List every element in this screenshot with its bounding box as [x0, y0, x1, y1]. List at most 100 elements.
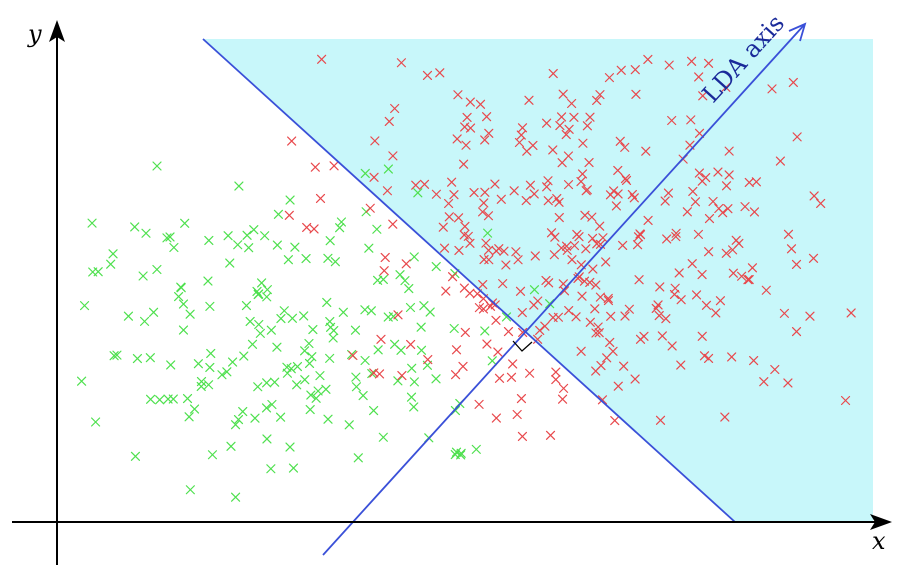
- red-point-x-mark-icon: [564, 124, 574, 134]
- red-point-x-mark-icon: [669, 289, 680, 300]
- red-point-x-mark-icon: [704, 247, 714, 257]
- green-point-x-mark-icon: [239, 351, 249, 361]
- green-point-x-mark-icon: [273, 209, 284, 219]
- green-point-x-mark-icon: [205, 301, 215, 311]
- green-point-x-mark-icon: [483, 228, 493, 238]
- red-point-x-mark-icon: [788, 77, 798, 88]
- red-point-x-mark-icon: [605, 337, 615, 348]
- green-point-x-mark-icon: [300, 375, 310, 385]
- green-point-x-mark-icon: [108, 249, 118, 259]
- red-point-x-mark-icon: [310, 162, 320, 172]
- green-point-x-mark-icon: [254, 319, 264, 330]
- red-point-x-mark-icon: [561, 241, 572, 251]
- red-point-x-mark-icon: [451, 345, 462, 355]
- red-point-x-mark-icon: [517, 307, 527, 318]
- green-point-x-mark-icon: [313, 386, 323, 396]
- green-point-x-mark-icon: [255, 328, 265, 338]
- green-point-x-mark-icon: [431, 261, 441, 272]
- green-point-x-mark-icon: [141, 228, 151, 238]
- green-point-x-mark-icon: [407, 363, 417, 373]
- red-point-x-mark-icon: [720, 412, 730, 422]
- red-point-x-mark-icon: [630, 374, 640, 384]
- red-point-x-mark-icon: [506, 372, 517, 382]
- red-point-x-mark-icon: [462, 112, 472, 123]
- green-point-x-mark-icon: [155, 395, 165, 405]
- red-point-x-mark-icon: [450, 370, 461, 380]
- red-point-x-mark-icon: [618, 240, 628, 250]
- green-point-x-mark-icon: [404, 283, 414, 294]
- green-point-x-mark-icon: [287, 313, 297, 323]
- red-point-x-mark-icon: [483, 211, 494, 221]
- green-point-x-mark-icon: [416, 345, 427, 355]
- red-point-x-mark-icon: [441, 286, 451, 296]
- red-point-x-mark-icon: [663, 188, 674, 198]
- red-point-x-mark-icon: [449, 190, 459, 200]
- green-point-x-mark-icon: [450, 449, 460, 460]
- green-point-x-mark-icon: [311, 393, 321, 403]
- red-point-x-mark-icon: [584, 157, 594, 168]
- red-point-x-mark-icon: [770, 364, 780, 375]
- green-point-x-mark-icon: [233, 415, 244, 425]
- right-angle-marker-icon: [512, 340, 533, 352]
- green-point-x-mark-icon: [378, 432, 388, 442]
- red-point-x-mark-icon: [686, 115, 696, 125]
- red-point-x-mark-icon: [577, 291, 587, 301]
- red-point-x-mark-icon: [435, 68, 445, 78]
- red-point-x-mark-icon: [284, 210, 294, 220]
- red-point-x-mark-icon: [491, 315, 501, 325]
- red-point-x-mark-icon: [641, 146, 651, 156]
- red-point-x-mark-icon: [503, 326, 514, 337]
- red-point-x-mark-icon: [518, 327, 528, 338]
- green-point-x-mark-icon: [132, 353, 143, 364]
- green-point-x-mark-icon: [367, 368, 377, 379]
- green-point-x-mark-icon: [204, 235, 214, 246]
- decision-boundary-line: [202, 38, 736, 523]
- red-point-x-mark-icon: [515, 286, 526, 296]
- green-point-x-mark-icon: [487, 356, 497, 366]
- red-point-x-mark-icon: [585, 317, 595, 327]
- red-point-x-mark-icon: [737, 271, 747, 281]
- green-point-x-mark-icon: [323, 414, 333, 424]
- red-point-x-mark-icon: [805, 311, 815, 321]
- green-point-x-mark-icon: [425, 307, 435, 317]
- red-point-x-mark-icon: [691, 290, 702, 300]
- red-point-x-mark-icon: [613, 189, 623, 199]
- green-point-x-mark-icon: [238, 406, 248, 417]
- green-point-x-mark-icon: [272, 342, 282, 352]
- red-point-x-mark-icon: [548, 68, 558, 79]
- red-point-x-mark-icon: [551, 374, 561, 385]
- red-point-x-mark-icon: [779, 308, 789, 318]
- red-point-x-mark-icon: [703, 58, 714, 68]
- red-point-x-mark-icon: [580, 210, 590, 220]
- red-point-x-mark-icon: [546, 228, 557, 238]
- red-point-x-mark-icon: [348, 350, 358, 361]
- red-point-x-mark-icon: [558, 89, 568, 99]
- red-point-x-mark-icon: [595, 90, 605, 100]
- red-point-x-mark-icon: [701, 172, 711, 183]
- green-point-x-mark-icon: [77, 376, 87, 386]
- green-point-x-mark-icon: [330, 257, 340, 267]
- green-point-x-mark-icon: [400, 276, 410, 286]
- lda-arrowhead-icon: [788, 22, 807, 42]
- red-point-x-mark-icon: [563, 151, 574, 161]
- red-point-x-mark-icon: [508, 359, 518, 369]
- green-point-x-mark-icon: [431, 374, 441, 384]
- red-point-x-mark-icon: [548, 145, 558, 155]
- red-point-x-mark-icon: [564, 305, 574, 316]
- red-point-x-mark-icon: [499, 246, 509, 256]
- red-point-x-mark-icon: [601, 257, 611, 267]
- red-point-x-mark-icon: [632, 240, 643, 250]
- red-point-x-mark-icon: [809, 191, 819, 201]
- red-point-x-mark-icon: [749, 355, 759, 366]
- red-point-x-mark-icon: [460, 221, 470, 231]
- red-point-x-mark-icon: [382, 186, 393, 196]
- green-point-x-mark-icon: [335, 223, 345, 233]
- red-point-x-mark-icon: [592, 239, 602, 249]
- red-point-x-mark-icon: [544, 278, 554, 288]
- green-point-x-mark-icon: [480, 326, 490, 336]
- red-point-x-mark-icon: [792, 132, 802, 142]
- red-point-x-mark-icon: [591, 280, 601, 290]
- red-point-x-mark-icon: [676, 295, 686, 305]
- green-point-x-mark-icon: [272, 240, 282, 250]
- green-point-x-mark-icon: [227, 357, 238, 367]
